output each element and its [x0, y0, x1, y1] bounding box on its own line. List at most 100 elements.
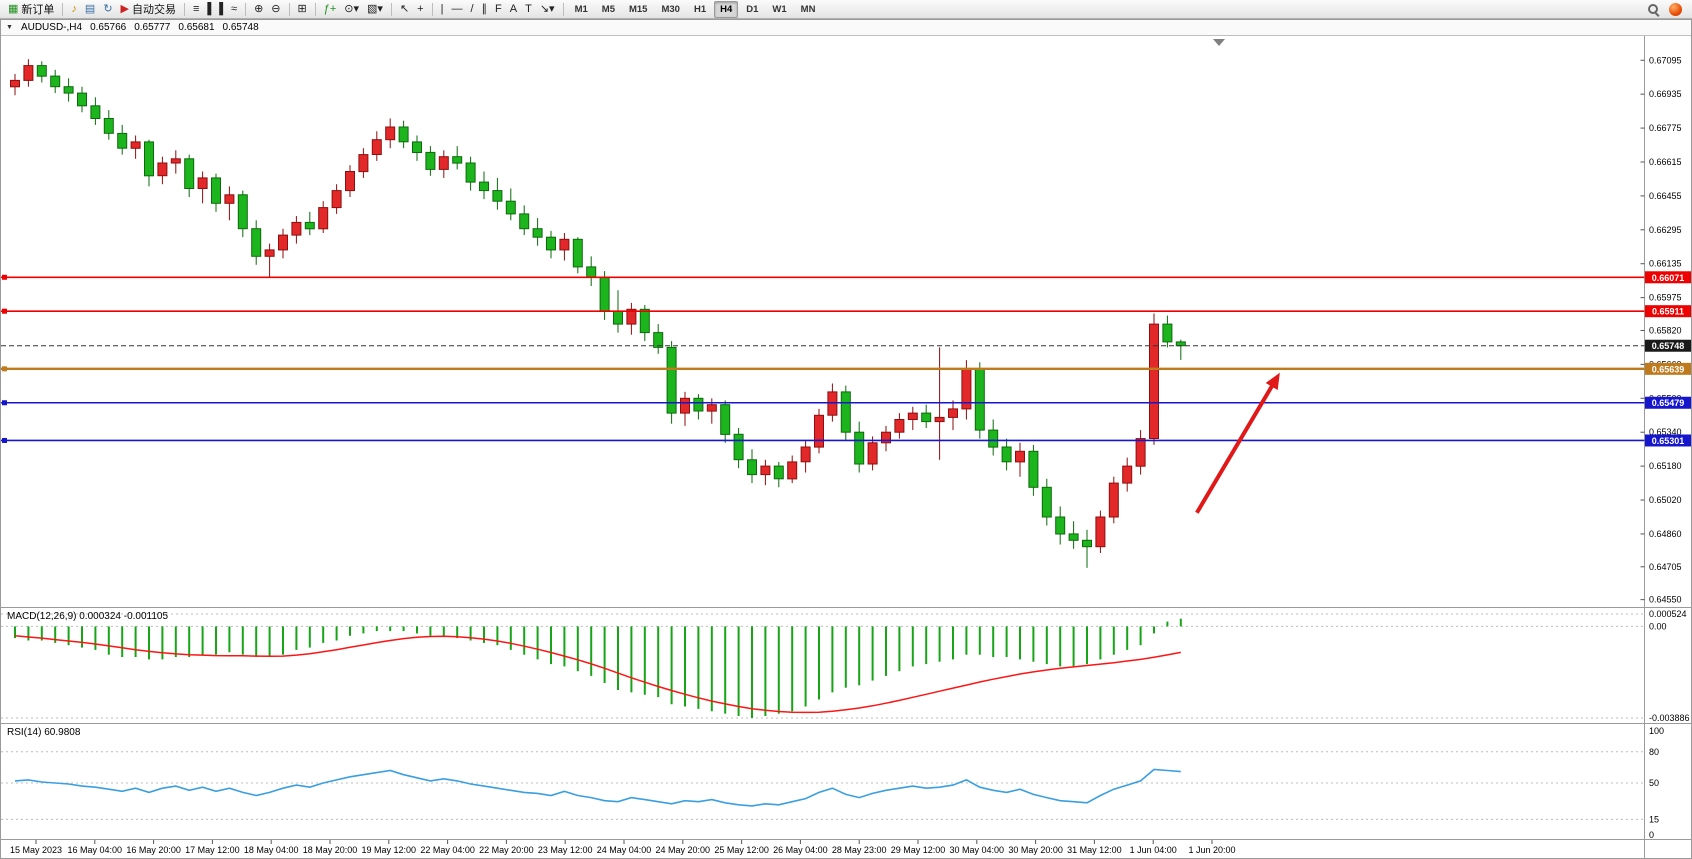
candle — [452, 146, 463, 170]
candle — [1068, 521, 1079, 549]
timeframe-h4-button[interactable]: H4 — [714, 0, 739, 18]
bar-chart-button[interactable]: ≡ — [190, 1, 202, 17]
fibonacci-button[interactable]: F — [492, 1, 505, 17]
price-axis-label: 0.66615 — [1649, 157, 1682, 167]
toolbar-separator — [431, 2, 433, 16]
toolbar-separator — [314, 2, 316, 16]
candle — [117, 124, 128, 155]
candle — [103, 110, 114, 140]
arrows-button[interactable]: ↘▾ — [537, 1, 558, 17]
candle — [237, 190, 248, 238]
ohlc-close: 0.65748 — [222, 22, 259, 33]
candle — [894, 413, 905, 439]
timeframe-m5-button[interactable]: M5 — [601, 3, 615, 15]
search-icon[interactable] — [1647, 3, 1660, 16]
text-button[interactable]: A — [507, 1, 520, 17]
timeframe-mn-button[interactable]: MN — [800, 3, 816, 15]
templates-dropdown-icon: ▧▾ — [367, 2, 383, 15]
candle — [36, 61, 47, 83]
candle — [63, 78, 74, 102]
bar-chart-icon: ≡ — [193, 2, 200, 15]
candle — [371, 131, 382, 161]
resistance-line-1-anchor[interactable] — [2, 274, 7, 280]
zoom-in-button[interactable]: ⊕ — [251, 1, 266, 17]
candle — [90, 97, 101, 125]
timeframe-m30-button[interactable]: M30 — [661, 3, 680, 15]
timeframe-m1-button[interactable]: M1 — [574, 3, 588, 15]
line-chart-button[interactable]: ≈ — [228, 1, 240, 17]
text-label-button[interactable]: T — [522, 1, 535, 17]
bid-price-label: 0.65748 — [1652, 341, 1685, 351]
candle — [412, 135, 422, 161]
time-axis-label: 16 May 20:00 — [126, 845, 181, 855]
rsi-line — [14, 768, 1181, 807]
support-line-2-anchor[interactable] — [2, 437, 7, 443]
mql5-community-icon[interactable] — [1669, 2, 1682, 16]
time-axis-label: 19 May 12:00 — [362, 845, 417, 855]
horizontal-line-button[interactable]: — — [448, 1, 465, 17]
signals-button[interactable]: ♪ — [68, 1, 80, 17]
autotrading-button[interactable]: ▶ 自动交易 — [118, 1, 179, 17]
candle — [814, 408, 824, 454]
chart-canvas[interactable]: 0.67095 0.66935 0.66775 0.66615 0.66455 0.662… — [1, 36, 1692, 858]
refresh-button[interactable]: ↻ — [100, 1, 115, 17]
pivot-line-price-label: 0.65639 — [1652, 364, 1685, 374]
timeframe-h1-button[interactable]: H1 — [693, 3, 707, 15]
rsi-axis-label: 100 — [1649, 726, 1664, 736]
vertical-line-button[interactable]: | — [438, 1, 447, 17]
ohlc-open: 0.65766 — [90, 22, 127, 33]
indicators-button[interactable]: ƒ+ — [321, 1, 340, 17]
timeframe-d1-button[interactable]: D1 — [746, 3, 759, 15]
resistance-line-2-anchor[interactable] — [2, 308, 7, 314]
candle — [144, 139, 154, 187]
time-axis-label: 30 May 20:00 — [1008, 845, 1063, 855]
time-axis-label: 1 Jun 20:00 — [1188, 845, 1235, 855]
new-order-icon: ▦ — [8, 2, 19, 15]
candle — [224, 186, 235, 221]
ohlc-low: 0.65681 — [178, 22, 215, 33]
chart-shift-marker[interactable] — [1213, 39, 1225, 46]
candle — [867, 436, 878, 471]
candle — [572, 237, 583, 274]
cursor-icon: ↖ — [399, 2, 410, 15]
collapse-icon[interactable]: ▼ — [6, 24, 13, 31]
candle — [291, 216, 302, 244]
candle — [787, 455, 798, 484]
pivot-line-anchor[interactable] — [2, 366, 7, 372]
candlestick-chart-button[interactable]: ▌▐ — [204, 1, 226, 17]
crosshair-button[interactable]: + — [414, 1, 426, 17]
trendline-button[interactable]: / — [467, 1, 476, 17]
templates-dropdown-button[interactable]: ▧▾ — [364, 1, 386, 17]
time-axis-label: 30 May 04:00 — [950, 845, 1005, 855]
vertical-line-icon: | — [440, 2, 444, 15]
candle — [760, 459, 771, 486]
candle — [1055, 506, 1066, 545]
zoom-out-button[interactable]: ⊖ — [268, 1, 283, 17]
rsi-axis-label: 0 — [1649, 830, 1654, 840]
tile-windows-button[interactable]: ⊞ — [295, 1, 310, 17]
candle — [854, 421, 865, 473]
candle — [251, 220, 262, 265]
candle — [666, 341, 677, 424]
new-order-button[interactable]: ▦ 新订单 — [5, 1, 57, 17]
channel-button[interactable]: ∥ — [479, 1, 491, 17]
candle — [1149, 313, 1159, 445]
timeframe-w1-button[interactable]: W1 — [772, 3, 787, 15]
periods-dropdown-button[interactable]: ⊙▾ — [341, 1, 362, 17]
time-axis-label: 1 Jun 04:00 — [1130, 845, 1177, 855]
cursor-button[interactable]: ↖ — [397, 1, 412, 17]
candle — [358, 148, 369, 178]
market-watch-button[interactable]: ▤ — [82, 1, 98, 17]
candle — [653, 324, 664, 354]
chart-window: ▼ AUDUSD-,H4 0.65766 0.65777 0.65681 0.6… — [0, 19, 1692, 859]
candle — [626, 302, 637, 335]
chart-title: AUDUSD-,H4 — [20, 22, 83, 33]
time-axis-label: 29 May 12:00 — [891, 845, 946, 855]
indicators-icon: ƒ+ — [323, 2, 337, 15]
time-axis-label: 18 May 04:00 — [244, 845, 299, 855]
candle — [77, 86, 87, 113]
up-arrow-annotation[interactable] — [1195, 372, 1280, 514]
timeframe-m15-button[interactable]: M15 — [628, 3, 648, 15]
support-line-1-anchor[interactable] — [2, 400, 7, 406]
